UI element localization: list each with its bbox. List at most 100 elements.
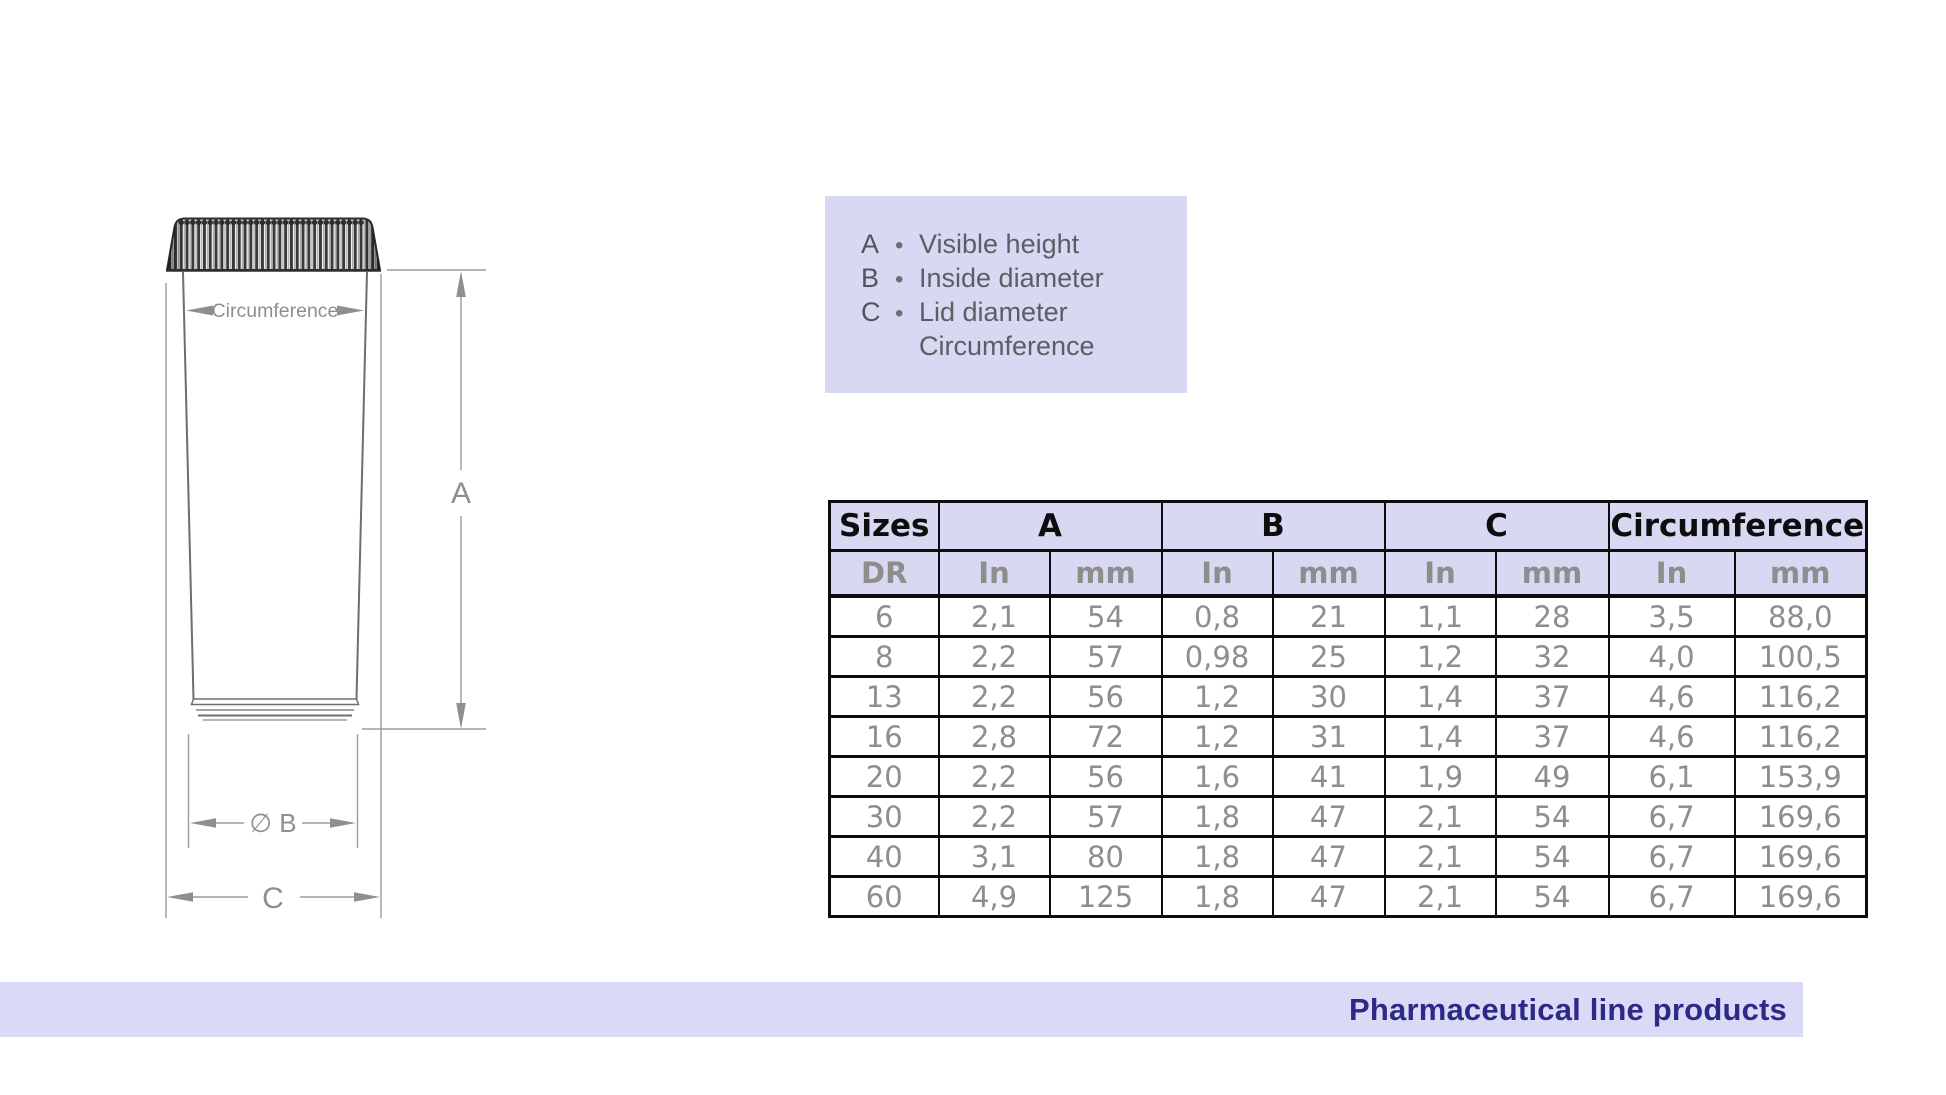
- cell: 2,2: [937, 795, 1051, 838]
- vial-cap-drawing: [165, 217, 382, 272]
- table-group-header-row: Sizes A B C Circumference: [828, 500, 1868, 552]
- cell: 2,8: [937, 715, 1051, 758]
- cell-dr: 6: [828, 595, 940, 638]
- cell: 1,2: [1383, 635, 1497, 678]
- cell: 1,8: [1160, 795, 1274, 838]
- arrow-up-icon: [456, 271, 466, 297]
- footer-title: Pharmaceutical line products: [1348, 991, 1787, 1027]
- bullet-icon: •: [895, 232, 904, 259]
- sizes-table: Sizes A B C Circumference DR In mm In mm…: [828, 500, 1868, 918]
- cell: 54: [1494, 875, 1610, 918]
- table-subheader-row: DR In mm In mm In mm In mm: [828, 549, 1868, 598]
- arrow-left-icon: [186, 305, 213, 316]
- cell: 2,1: [1383, 795, 1497, 838]
- header-sizes: Sizes: [828, 500, 940, 552]
- cell: 57: [1048, 795, 1163, 838]
- legend-label: Visible height: [919, 229, 1080, 259]
- cell: 116,2: [1733, 675, 1868, 718]
- cell: 1,2: [1160, 715, 1274, 758]
- cell: 169,6: [1733, 795, 1868, 838]
- cell: 25: [1271, 635, 1386, 678]
- cell: 100,5: [1733, 635, 1868, 678]
- legend-key: B: [861, 263, 880, 293]
- vial-technical-drawing: Circumference A ∅ B: [165, 217, 486, 918]
- cell: 116,2: [1733, 715, 1868, 758]
- cell: 3,1: [937, 835, 1051, 878]
- dimension-b: ∅ B: [187, 734, 359, 848]
- subheader-b-in: In: [1160, 549, 1274, 598]
- cell: 47: [1271, 835, 1386, 878]
- legend-item-circumference: Circumference: [861, 329, 1187, 363]
- cell: 54: [1494, 795, 1610, 838]
- subheader-dr: DR: [828, 549, 940, 598]
- cell-dr: 20: [828, 755, 940, 798]
- cell: 56: [1048, 755, 1163, 798]
- cell-dr: 8: [828, 635, 940, 678]
- cell: 57: [1048, 635, 1163, 678]
- cell: 1,8: [1160, 835, 1274, 878]
- cell: 4,9: [937, 875, 1051, 918]
- cell-dr: 60: [828, 875, 940, 918]
- cell: 125: [1048, 875, 1163, 918]
- header-a: A: [937, 500, 1163, 552]
- cell: 80: [1048, 835, 1163, 878]
- header-b: B: [1160, 500, 1386, 552]
- legend-label: Inside diameter: [919, 263, 1104, 293]
- subheader-c-in: In: [1383, 549, 1497, 598]
- arrow-left-icon: [190, 818, 216, 828]
- cell: 6,1: [1607, 755, 1736, 798]
- table-row: 20 2,2 56 1,6 41 1,9 49 6,1 153,9: [828, 755, 1868, 798]
- bullet-icon: •: [895, 266, 904, 293]
- dimension-circumference: Circumference: [186, 300, 364, 322]
- cell: 54: [1494, 835, 1610, 878]
- footer-banner: Pharmaceutical line products: [0, 982, 1803, 1037]
- table-row: 8 2,2 57 0,98 25 1,2 32 4,0 100,5: [828, 635, 1868, 678]
- cell: 1,1: [1383, 595, 1497, 638]
- cell-dr: 16: [828, 715, 940, 758]
- arrow-right-icon: [330, 818, 356, 828]
- cell: 169,6: [1733, 835, 1868, 878]
- cell: 4,0: [1607, 635, 1736, 678]
- legend-item-a: A • Visible height: [861, 227, 1187, 261]
- subheader-b-mm: mm: [1271, 549, 1386, 598]
- cell: 37: [1494, 715, 1610, 758]
- cell: 1,9: [1383, 755, 1497, 798]
- cell: 0,98: [1160, 635, 1274, 678]
- legend-item-b: B • Inside diameter: [861, 261, 1187, 295]
- table-row: 16 2,8 72 1,2 31 1,4 37 4,6 116,2: [828, 715, 1868, 758]
- cell: 28: [1494, 595, 1610, 638]
- cell: 6,7: [1607, 795, 1736, 838]
- legend-key: A: [861, 229, 880, 259]
- dimension-b-label: ∅ B: [249, 808, 296, 838]
- cell: 2,1: [937, 595, 1051, 638]
- legend-label: Lid diameter: [919, 297, 1068, 327]
- dimension-a: A: [165, 269, 486, 918]
- cell: 49: [1494, 755, 1610, 798]
- bullet-icon: •: [895, 300, 904, 327]
- cell: 32: [1494, 635, 1610, 678]
- cell: 1,4: [1383, 715, 1497, 758]
- table-row: 30 2,2 57 1,8 47 2,1 54 6,7 169,6: [828, 795, 1868, 838]
- subheader-a-in: In: [937, 549, 1051, 598]
- header-circumference: Circumference: [1607, 500, 1868, 552]
- cell: 2,2: [937, 675, 1051, 718]
- circumference-label: Circumference: [212, 300, 339, 322]
- table-row: 6 2,1 54 0,8 21 1,1 28 3,5 88,0: [828, 595, 1868, 638]
- legend-item-c: C • Lid diameter: [861, 295, 1187, 329]
- cell: 72: [1048, 715, 1163, 758]
- subheader-circ-in: In: [1607, 549, 1736, 598]
- cell: 30: [1271, 675, 1386, 718]
- cell: 169,6: [1733, 875, 1868, 918]
- cell: 1,2: [1160, 675, 1274, 718]
- cell: 2,2: [937, 635, 1051, 678]
- cell: 1,6: [1160, 755, 1274, 798]
- table-row: 60 4,9 125 1,8 47 2,1 54 6,7 169,6: [828, 875, 1868, 918]
- cell: 41: [1271, 755, 1386, 798]
- legend-key: C: [861, 297, 881, 327]
- arrow-right-icon: [354, 892, 380, 902]
- cell: 54: [1048, 595, 1163, 638]
- cell: 2,1: [1383, 835, 1497, 878]
- cell: 6,7: [1607, 835, 1736, 878]
- cell: 153,9: [1733, 755, 1868, 798]
